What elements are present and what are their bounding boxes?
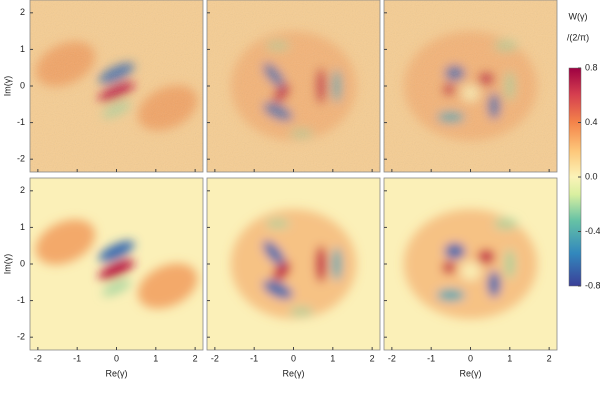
y-tick-label: -1 bbox=[17, 295, 25, 305]
y-tick-label: -2 bbox=[17, 332, 25, 342]
blob bbox=[263, 241, 285, 265]
panels: -2 -1 0 1 2 -2 -1 0 1 2 -2 -1 0 1 2 -2 -1 0 1 2 -2 -1 0 1 2 bbox=[17, 0, 558, 363]
y-tick-label: -1 bbox=[17, 117, 25, 127]
heatmap-field bbox=[207, 0, 380, 172]
y-axis-label: Im(γ) bbox=[2, 254, 12, 275]
x-tick-label: 1 bbox=[507, 353, 512, 363]
blob bbox=[488, 271, 500, 297]
colorbar-tick-label: -0.4 bbox=[585, 226, 600, 236]
blob bbox=[273, 262, 291, 281]
blob bbox=[137, 263, 198, 309]
blob bbox=[437, 289, 465, 301]
blob bbox=[102, 279, 131, 297]
x-tick-label: -2 bbox=[388, 353, 396, 363]
colorbar-tick-label: 0.8 bbox=[585, 62, 598, 72]
blob bbox=[263, 280, 293, 299]
heatmap-field bbox=[30, 0, 203, 172]
heatmap-panel: -2 -1 0 1 2 bbox=[206, 177, 381, 363]
x-tick-label: 2 bbox=[193, 353, 198, 363]
heatmap-panel: -2 -1 0 1 2 bbox=[383, 177, 558, 363]
heatmap-panel bbox=[383, 0, 558, 173]
blob bbox=[98, 259, 135, 280]
blob bbox=[35, 219, 96, 265]
blob bbox=[332, 247, 342, 281]
noise bbox=[207, 0, 380, 172]
blob bbox=[265, 219, 290, 229]
heatmap-panel: -2 -1 0 1 2 -2 -1 0 1 2 bbox=[17, 177, 204, 363]
heatmap-panel: -2 -1 0 1 2 bbox=[17, 0, 204, 173]
y-tick-label: 2 bbox=[20, 185, 25, 195]
blob bbox=[98, 240, 135, 262]
x-tick-label: 0 bbox=[468, 353, 473, 363]
x-tick-label: -1 bbox=[73, 353, 81, 363]
blob bbox=[316, 245, 326, 283]
blob bbox=[494, 218, 518, 230]
heatmap-field bbox=[30, 178, 203, 350]
blob bbox=[505, 249, 515, 279]
heatmap-field bbox=[384, 178, 557, 350]
colorbar-tick-label: -0.8 bbox=[585, 280, 600, 290]
x-axis-label: Re(γ) bbox=[283, 368, 305, 378]
y-tick-label: -2 bbox=[17, 154, 25, 164]
noise bbox=[384, 0, 557, 172]
x-tick-label: -1 bbox=[250, 353, 258, 363]
heatmap-field bbox=[384, 0, 557, 172]
y-tick-label: 2 bbox=[20, 7, 25, 17]
x-tick-label: 2 bbox=[370, 353, 375, 363]
x-axis-label: Re(γ) bbox=[106, 368, 128, 378]
x-tick-label: -1 bbox=[427, 353, 435, 363]
blobs bbox=[35, 219, 198, 309]
blob bbox=[478, 250, 495, 264]
x-tick-label: -2 bbox=[211, 353, 219, 363]
colorbar-tick-label: 0.0 bbox=[585, 171, 598, 181]
y-tick-label: 1 bbox=[20, 44, 25, 54]
colorbar-subtitle: /(2/π) bbox=[567, 32, 589, 42]
x-tick-label: 1 bbox=[330, 353, 335, 363]
x-tick-label: 0 bbox=[114, 353, 119, 363]
y-tick-label: 0 bbox=[20, 80, 25, 90]
x-tick-label: 2 bbox=[547, 353, 552, 363]
blob bbox=[230, 209, 357, 319]
blob bbox=[442, 262, 455, 274]
y-tick-label: 0 bbox=[20, 258, 25, 268]
blob bbox=[444, 243, 465, 259]
x-tick-label: -2 bbox=[34, 353, 42, 363]
blobs bbox=[230, 209, 357, 319]
blob bbox=[289, 307, 314, 316]
x-tick-label: 1 bbox=[153, 353, 158, 363]
noise bbox=[30, 0, 203, 172]
blob bbox=[403, 209, 538, 319]
colorbar-tick-label: 0.4 bbox=[585, 117, 598, 127]
heatmap-panel bbox=[206, 0, 381, 173]
colorbar-title: W(γ) bbox=[569, 11, 588, 21]
x-axis-label: Re(γ) bbox=[460, 368, 482, 378]
x-tick-label: 0 bbox=[291, 353, 296, 363]
y-tick-label: 1 bbox=[20, 222, 25, 232]
y-axis-label: Im(γ) bbox=[2, 76, 12, 97]
heatmap-field bbox=[207, 178, 380, 350]
blob bbox=[462, 264, 479, 279]
blobs bbox=[403, 209, 538, 319]
